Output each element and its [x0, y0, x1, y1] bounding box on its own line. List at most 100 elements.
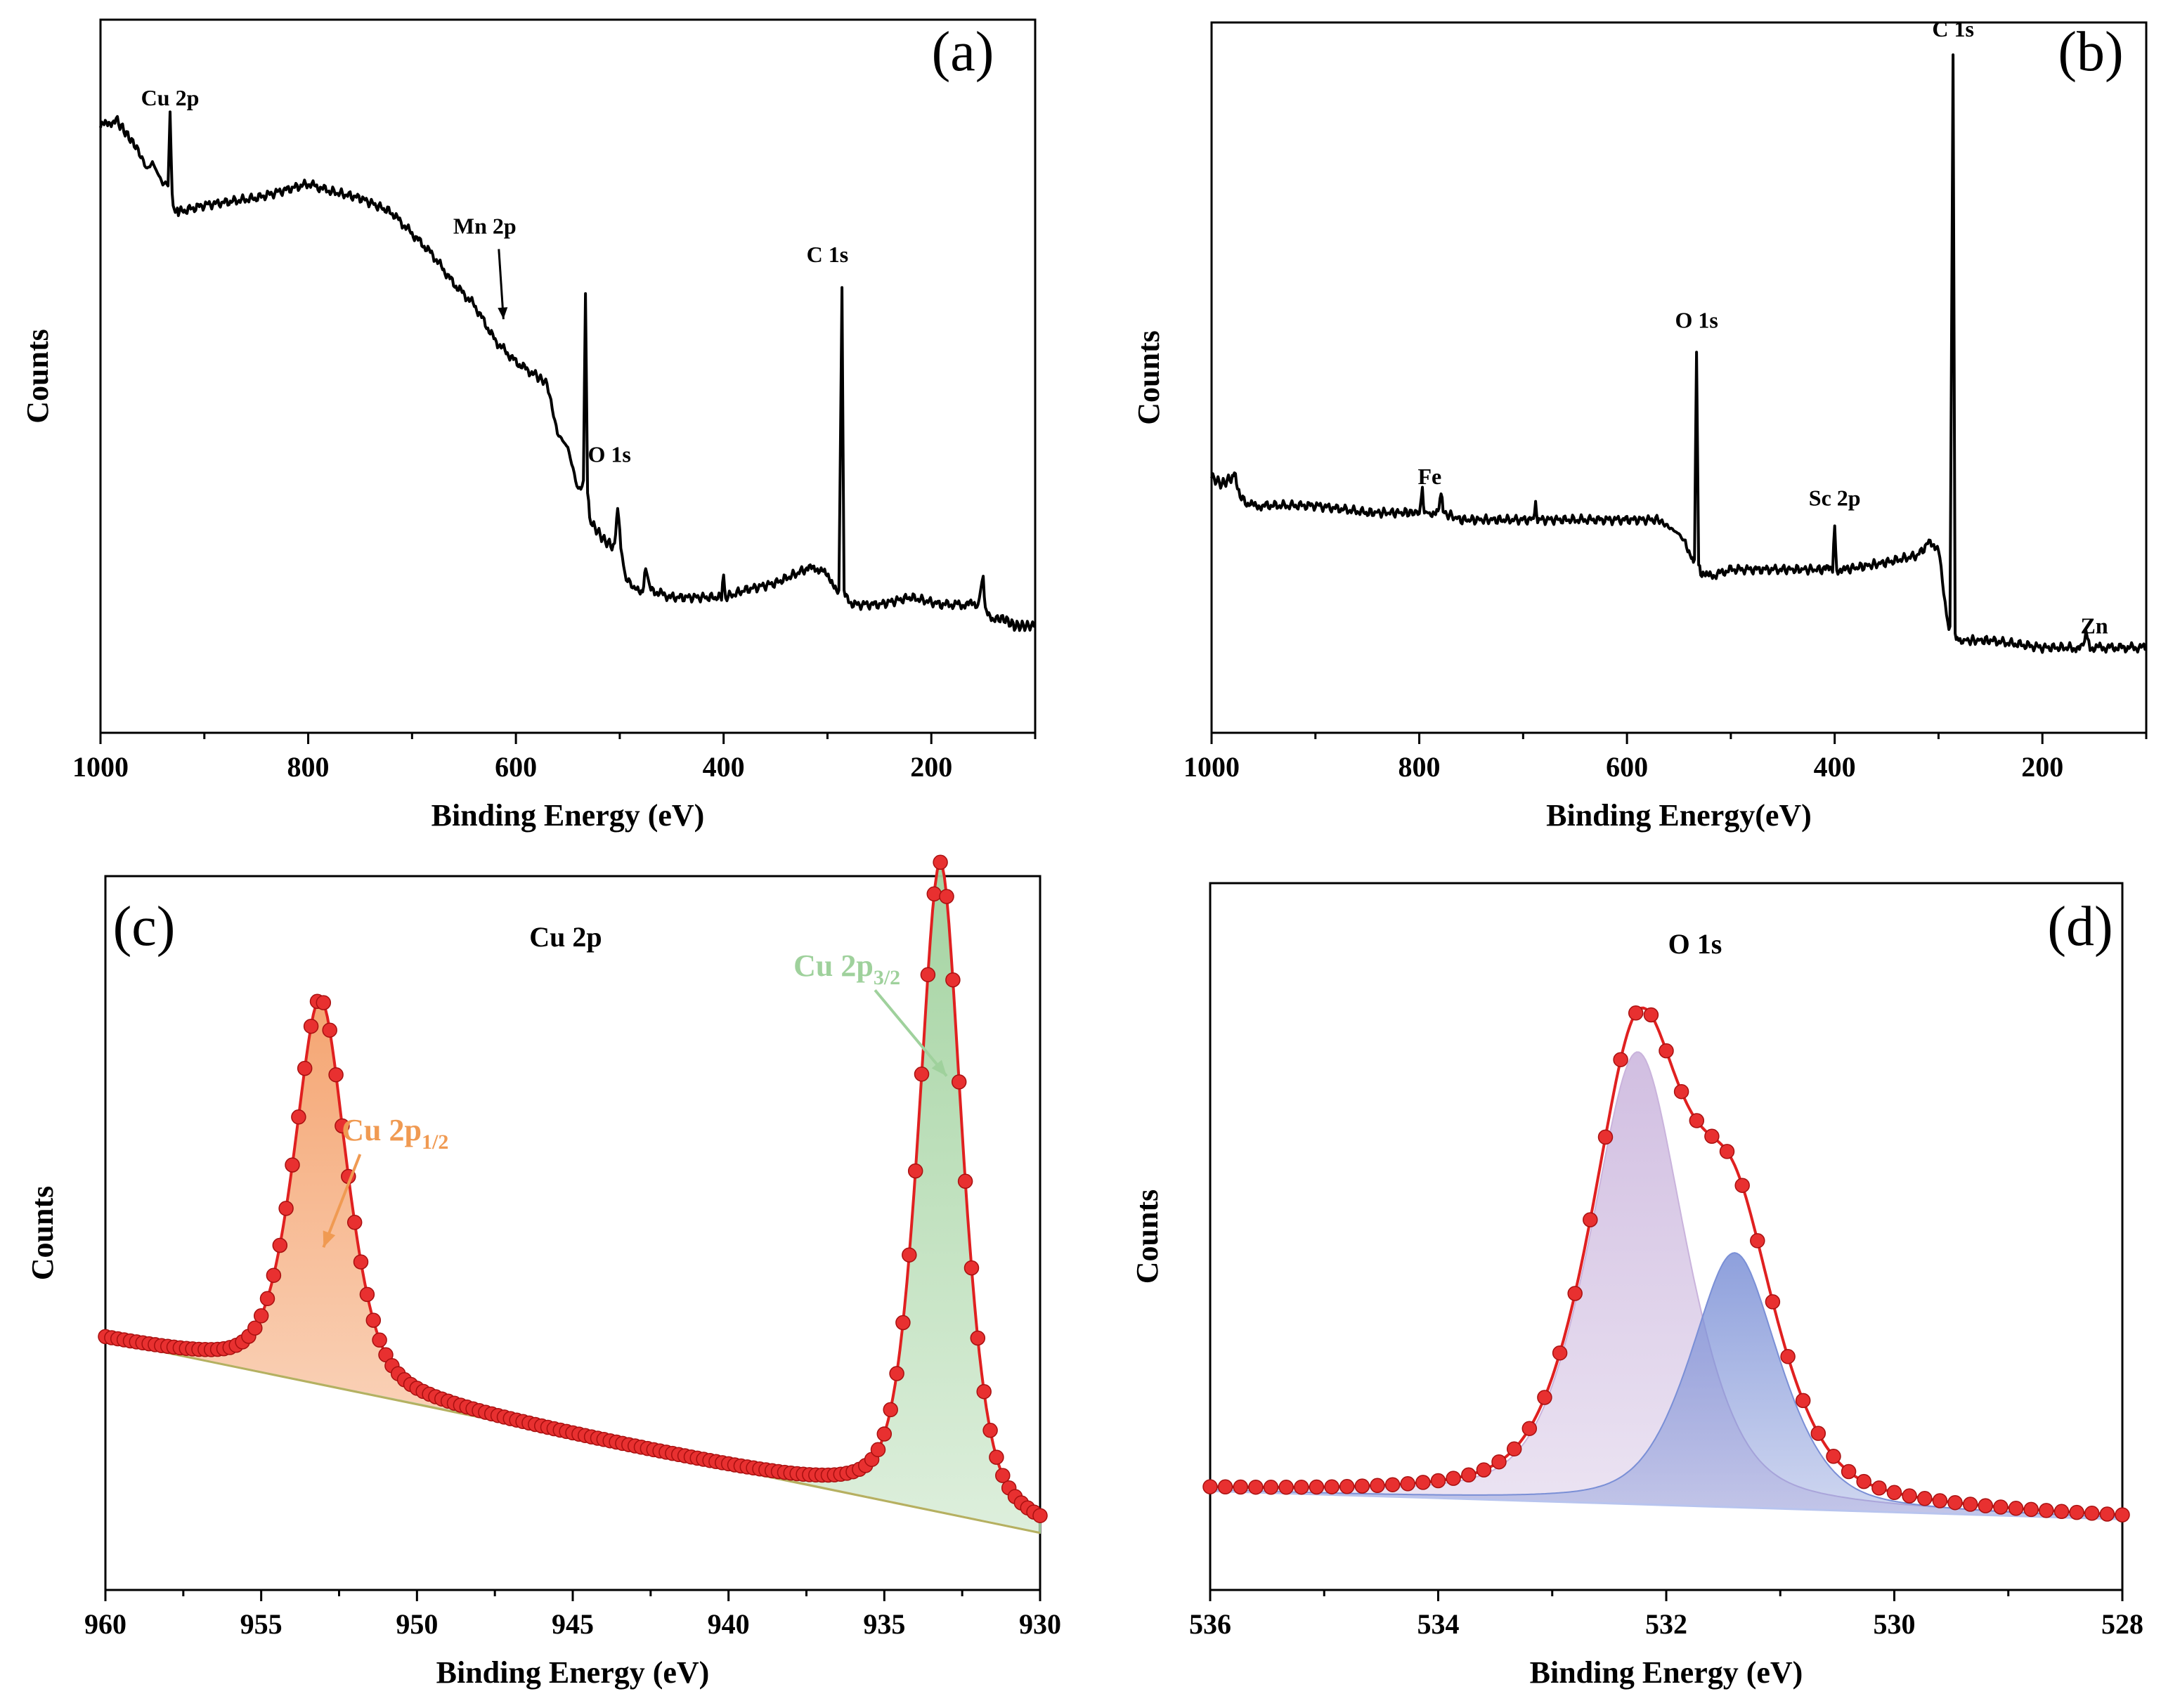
x-axis-label: Binding Energy (eV) — [1530, 1655, 1803, 1690]
data-point — [1430, 1473, 1446, 1489]
data-point — [272, 1237, 288, 1253]
data-point — [247, 1320, 263, 1336]
data-point — [1704, 1128, 1720, 1145]
data-point — [1552, 1345, 1568, 1361]
data-point — [372, 1332, 387, 1348]
plot-frame — [1210, 21, 2148, 734]
data-point — [982, 1423, 998, 1438]
data-point — [316, 995, 332, 1010]
data-point — [995, 1468, 1011, 1483]
data-point — [951, 1074, 967, 1090]
background-line — [1209, 1489, 2123, 1520]
data-point — [1795, 1393, 1811, 1409]
data-point — [1202, 1479, 1218, 1494]
panel-label: (b) — [2058, 21, 2123, 83]
annotation-arrow — [874, 989, 948, 1077]
data-point — [1461, 1467, 1477, 1483]
panel-label: (a) — [932, 21, 994, 83]
data-point — [322, 1022, 337, 1038]
data-point — [346, 1215, 363, 1230]
data-point — [1810, 1426, 1826, 1441]
data-point — [1233, 1479, 1249, 1495]
chart-title: O 1s — [1668, 928, 1722, 960]
data-point — [2084, 1506, 2100, 1521]
x-tick-label: 200 — [2021, 751, 2063, 783]
data-point — [303, 1018, 319, 1034]
data-point — [1750, 1233, 1765, 1249]
data-point — [1932, 1493, 1948, 1508]
data-point — [1537, 1390, 1552, 1405]
data-point — [1780, 1349, 1796, 1364]
data-point — [2069, 1504, 2084, 1520]
data-point — [1856, 1473, 1871, 1489]
x-tick-label: 935 — [863, 1608, 905, 1640]
data-point — [1476, 1462, 1492, 1478]
x-tick-label: 600 — [1606, 751, 1648, 783]
data-point — [1278, 1480, 1294, 1495]
x-tick-label: 950 — [396, 1608, 438, 1640]
data-point — [1248, 1479, 1264, 1495]
data-point — [2115, 1507, 2130, 1523]
x-tick-label: 1000 — [1183, 751, 1240, 783]
data-point — [1339, 1479, 1355, 1494]
x-tick-label: 800 — [1399, 751, 1441, 783]
data-point — [1765, 1294, 1781, 1310]
peak-annotation-subscript: 1/2 — [422, 1130, 448, 1154]
data-point — [920, 967, 936, 983]
data-point — [939, 889, 954, 904]
data-point — [963, 1260, 980, 1276]
annotation-arrow — [322, 1154, 362, 1249]
data-point — [259, 1291, 275, 1307]
data-point — [2008, 1501, 2024, 1516]
data-point — [1871, 1480, 1887, 1496]
peak-annotation: O 1s — [588, 441, 630, 467]
x-tick-label: 530 — [1874, 1608, 1916, 1640]
data-point — [1673, 1083, 1689, 1100]
peak-annotation: O 1s — [1675, 308, 1718, 333]
data-point — [876, 1426, 893, 1442]
data-point — [907, 1163, 923, 1179]
data-point — [297, 1060, 313, 1076]
series-line — [99, 110, 1036, 632]
data-point — [1415, 1475, 1431, 1490]
plot-frame — [99, 18, 1037, 734]
data-point — [1826, 1449, 1841, 1464]
data-point — [2023, 1501, 2039, 1518]
x-tick-label: 400 — [1814, 751, 1856, 783]
data-point — [2099, 1506, 2115, 1522]
data-point — [2053, 1504, 2070, 1520]
panel-b: 1000 800 600 400 200 Binding Energy(eV) Counts… — [1131, 16, 2148, 833]
data-point — [1583, 1212, 1598, 1227]
x-tick-label: 940 — [708, 1608, 750, 1640]
data-point — [253, 1308, 269, 1324]
data-point — [1719, 1144, 1735, 1159]
data-point — [1324, 1479, 1339, 1494]
data-point — [1370, 1478, 1385, 1494]
data-point — [1506, 1441, 1522, 1457]
data-point — [1841, 1463, 1857, 1480]
data-point — [1032, 1508, 1048, 1523]
data-point — [266, 1267, 282, 1283]
annotation-arrowhead — [323, 1230, 336, 1248]
data-point — [957, 1173, 973, 1189]
peak-annotation: Sc 2p — [1809, 485, 1861, 510]
data-point — [1567, 1286, 1583, 1301]
x-axis-label: Binding Energy (eV) — [436, 1655, 710, 1690]
data-point — [359, 1286, 375, 1303]
peak-annotation: Zn — [2081, 613, 2108, 638]
data-point — [328, 1067, 344, 1083]
data-point — [278, 1201, 294, 1216]
data-point — [870, 1442, 886, 1458]
data-point — [945, 972, 961, 988]
data-point — [976, 1383, 992, 1400]
x-tick-label: 800 — [287, 751, 330, 783]
data-point — [1917, 1491, 1933, 1506]
x-tick-label: 528 — [2101, 1608, 2143, 1640]
x-tick-label: 945 — [552, 1608, 594, 1640]
data-point — [1978, 1498, 1994, 1513]
annotation-arrow — [498, 249, 505, 320]
data-point — [285, 1157, 300, 1173]
data-point — [1597, 1129, 1614, 1145]
data-point — [335, 1118, 350, 1134]
